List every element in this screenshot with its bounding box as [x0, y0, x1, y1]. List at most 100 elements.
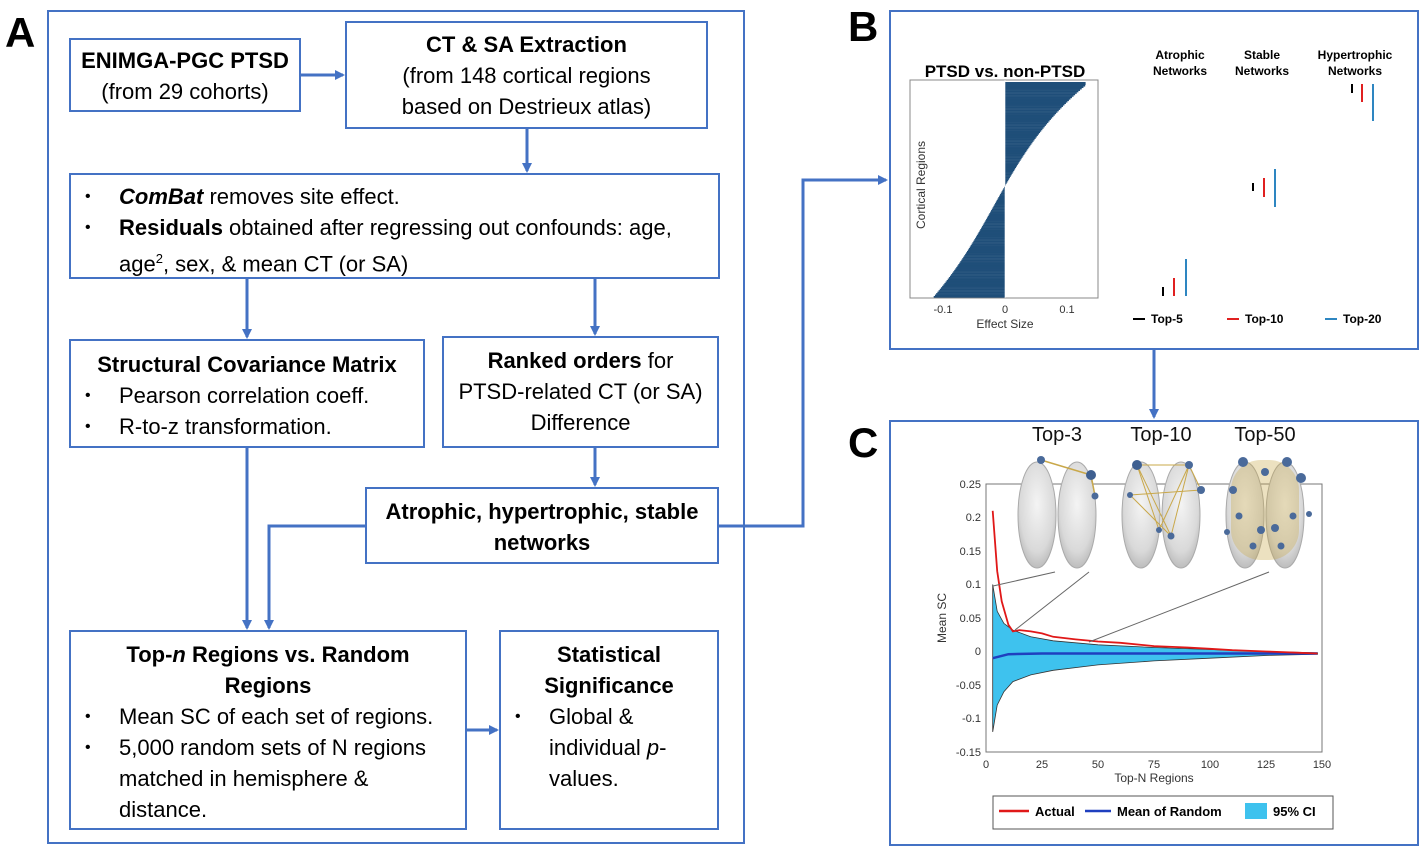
effect-size-bar: [1005, 138, 1035, 141]
effect-size-bar: [991, 210, 1005, 212]
effect-size-bar: [1005, 135, 1037, 138]
top-n-title-line-2: Regions: [224, 673, 312, 698]
effect-size-bar: [1005, 140, 1034, 142]
effect-size-bar: [1005, 162, 1019, 164]
col-hypertrophic-2: Networks: [1328, 64, 1382, 78]
c-ytick-7: -0.05: [956, 680, 981, 692]
effect-size-bar: [1005, 92, 1077, 94]
effect-size-bars: [933, 82, 1086, 298]
effect-size-bar: [1005, 148, 1028, 151]
effect-size-bar: [967, 249, 1005, 252]
effect-size-bar: [1005, 83, 1086, 86]
effect-size-bar: [1005, 115, 1054, 118]
p-italic: p: [646, 735, 660, 760]
effect-size-bar: [1005, 82, 1086, 84]
effect-size-bar: [948, 277, 1005, 279]
effect-size-bar: [955, 268, 1005, 270]
effect-size-bar: [986, 218, 1005, 221]
effect-size-bar: [949, 275, 1005, 278]
effect-size-bar: [978, 231, 1005, 234]
c-ytick-4: 0.1: [966, 579, 981, 591]
ranked-line-1: Ranked orders for: [444, 345, 717, 376]
top-n-box: Top-n Regions vs. Random Regions Mean SC…: [69, 630, 467, 830]
scm-item-1: Pearson correlation coeff.: [71, 380, 423, 411]
effect-size-bar: [1000, 192, 1005, 195]
effect-size-bar: [968, 247, 1005, 250]
statistical-significance-box: Statistical Significance Global &individ…: [499, 630, 719, 830]
effect-size-bar: [1005, 182, 1007, 185]
c-ytick-6: 0: [975, 646, 981, 658]
effect-size-bar: [981, 227, 1005, 230]
callout-top3: [992, 571, 1056, 587]
panel-b-ylabel: Cortical Regions: [914, 141, 928, 229]
effect-size-bar: [936, 293, 1005, 295]
effect-size-bar: [1005, 146, 1030, 148]
residuals-item: Residuals obtained after regressing out …: [71, 212, 718, 279]
effect-size-bar: [980, 229, 1005, 231]
effect-size-bar: [1005, 124, 1046, 126]
effect-size-bar: [988, 214, 1005, 217]
effect-size-bar: [1005, 160, 1020, 163]
effect-size-bar: [958, 263, 1005, 266]
c-ytick-5: 0.05: [960, 613, 981, 625]
effect-size-bar: [1005, 170, 1014, 173]
effect-size-bar: [942, 285, 1005, 288]
effect-size-bar: [939, 288, 1005, 291]
effect-size-bar: [1005, 125, 1045, 128]
panel-c-ylabel: Mean SC: [935, 593, 949, 643]
effect-size-bar: [998, 197, 1005, 199]
residuals-term: Residuals: [119, 215, 223, 240]
effect-size-bar: [1005, 103, 1065, 106]
legend-top10: Top-10: [1245, 312, 1284, 326]
brain-top50: [1224, 457, 1312, 569]
effect-size-bar: [1005, 151, 1026, 154]
effect-size-bar: [992, 207, 1005, 209]
col-atrophic-2: Networks: [1153, 64, 1207, 78]
effect-size-bar: [1005, 84, 1086, 87]
effect-size-bar: [1005, 169, 1015, 171]
effect-size-bar: [956, 266, 1005, 269]
effect-size-bar: [1005, 122, 1048, 125]
stat-title-2: Significance: [544, 673, 674, 698]
effect-size-bar: [1004, 186, 1005, 189]
legend-random: Mean of Random: [1117, 804, 1222, 819]
effect-size-bar: [933, 296, 1005, 298]
enimga-subtitle: (from 29 cohorts): [101, 79, 269, 104]
legend-ci: 95% CI: [1273, 804, 1316, 819]
effect-size-bar: [1005, 90, 1079, 93]
effect-size-bar: [1005, 166, 1017, 169]
c-ytick-9: -0.15: [956, 747, 981, 759]
effect-size-bar: [938, 290, 1005, 292]
panel-label-c: C: [848, 419, 879, 466]
effect-size-bar: [1005, 178, 1010, 180]
legend-top5: Top-5: [1151, 312, 1183, 326]
effect-size-bar: [964, 255, 1005, 257]
networks-line-2: networks: [493, 530, 591, 555]
enimga-box: ENIMGA-PGC PTSD (from 29 cohorts): [69, 38, 301, 112]
extraction-line-2: based on Destrieux atlas): [401, 94, 652, 119]
effect-size-bar: [977, 233, 1005, 236]
legend-actual: Actual: [1035, 804, 1075, 819]
effect-size-bar: [1005, 172, 1013, 174]
brain-label-top50: Top-50: [1234, 424, 1295, 446]
effect-size-bar: [965, 253, 1005, 256]
effect-size-bar: [1005, 93, 1076, 96]
combat-text: removes site effect.: [203, 184, 400, 209]
effect-size-bar: [1005, 111, 1058, 113]
effect-size-bar: [1005, 127, 1044, 129]
scm-item-2: R-to-z transformation.: [71, 411, 423, 442]
arrow-networks-to-topn: [264, 524, 365, 630]
effect-size-bar: [952, 272, 1005, 275]
effect-size-bar: [981, 226, 1005, 228]
effect-size-axes: [909, 79, 1099, 299]
c-ytick-1: 0.25: [960, 479, 981, 491]
legend-ci-swatch: [1245, 803, 1267, 819]
callout-top10: [1014, 571, 1090, 631]
effect-size-bar: [995, 202, 1005, 205]
effect-size-bar: [1003, 188, 1005, 190]
c-xtick-2: 25: [1036, 759, 1048, 771]
effect-size-bar: [1005, 106, 1062, 109]
panel-c-legend: [992, 795, 1334, 830]
legend-top20: Top-20: [1343, 312, 1382, 326]
brain-top3: [1017, 456, 1099, 569]
